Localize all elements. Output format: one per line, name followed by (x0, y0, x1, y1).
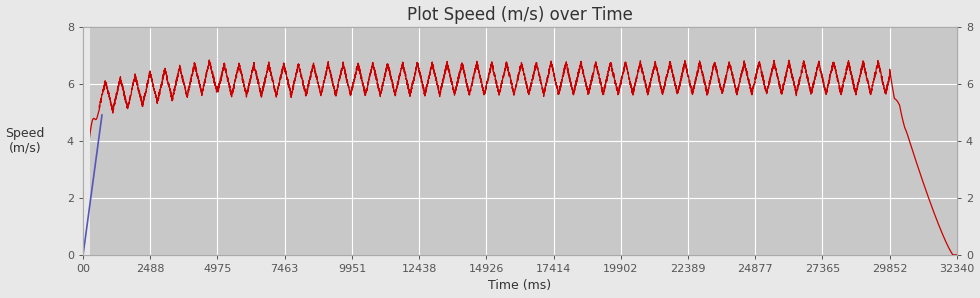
Title: Plot Speed (m/s) over Time: Plot Speed (m/s) over Time (407, 6, 633, 24)
Y-axis label: Speed
(m/s): Speed (m/s) (6, 127, 45, 155)
X-axis label: Time (ms): Time (ms) (488, 280, 552, 292)
Bar (83, 27, 90, 255)
